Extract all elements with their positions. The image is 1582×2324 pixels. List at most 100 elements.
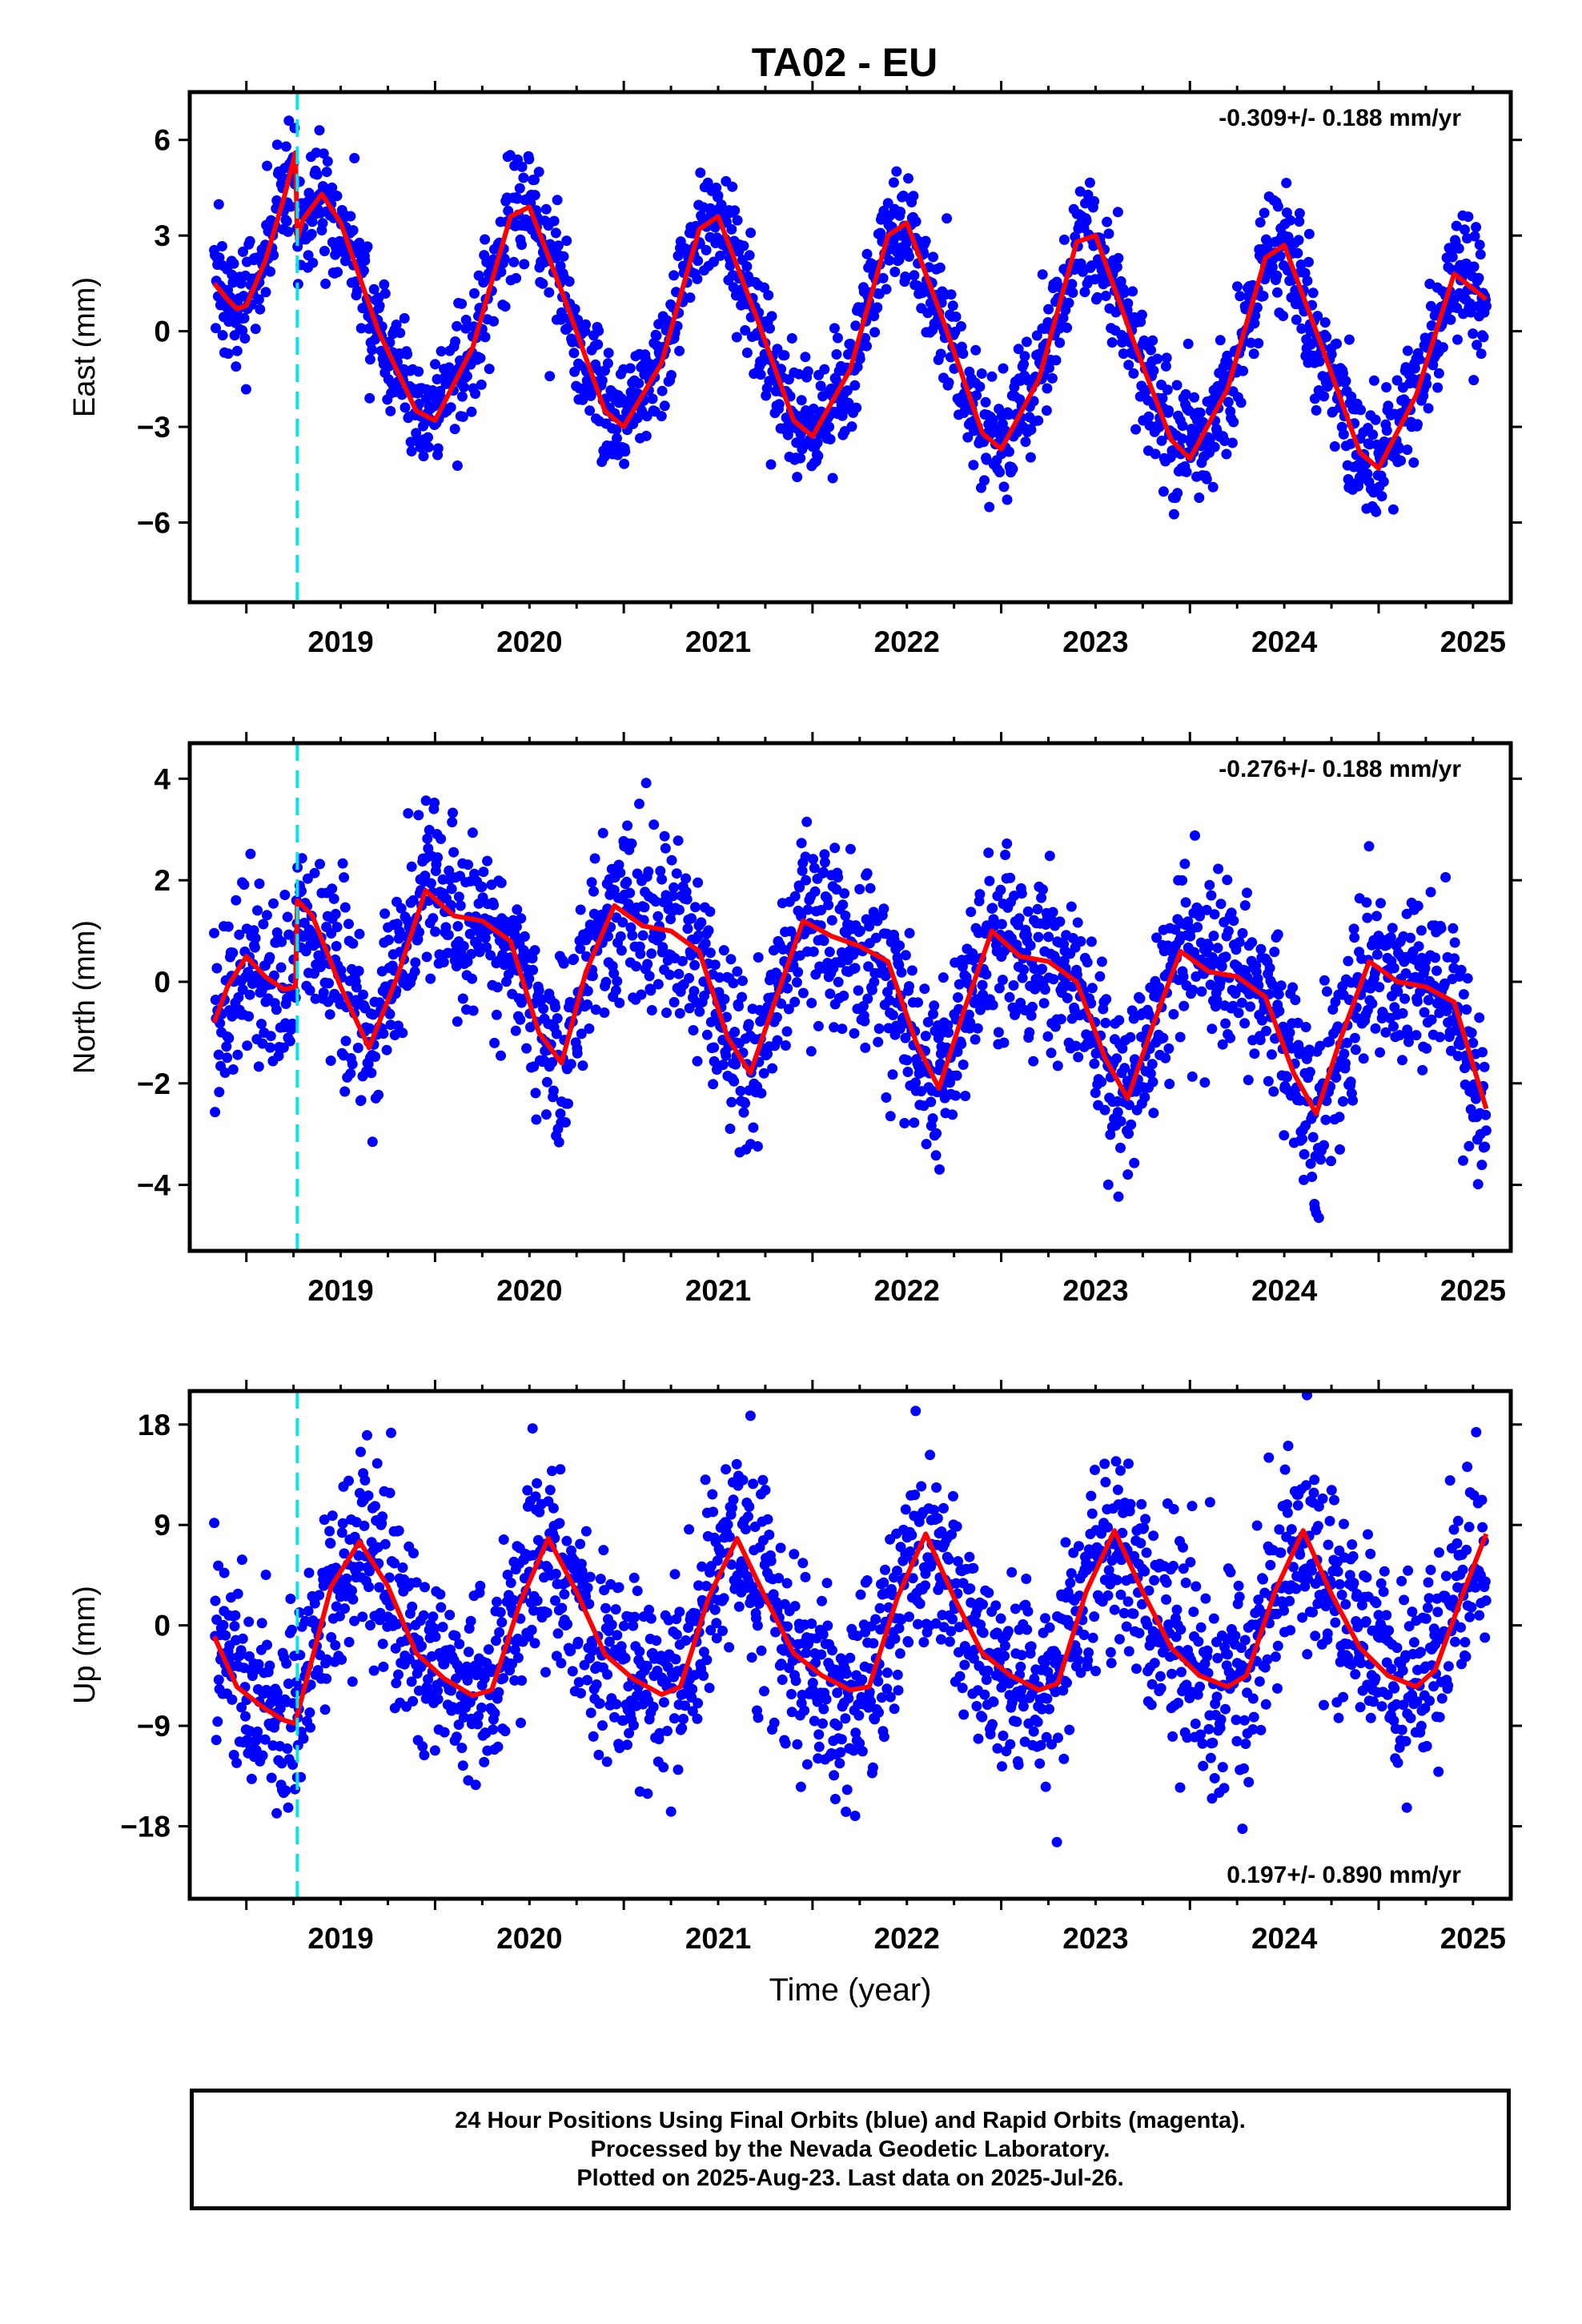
- data-point: [271, 1004, 282, 1015]
- data-point: [628, 1620, 639, 1631]
- data-point: [1190, 830, 1200, 841]
- data-point: [533, 985, 544, 996]
- data-point: [837, 1023, 848, 1035]
- data-point: [642, 1788, 653, 1799]
- data-point: [432, 1694, 444, 1705]
- data-point: [438, 957, 449, 967]
- data-point: [616, 945, 627, 956]
- data-point: [673, 835, 684, 846]
- data-point: [452, 320, 463, 332]
- data-point: [1255, 217, 1266, 228]
- data-point: [673, 1764, 684, 1775]
- data-point: [443, 929, 454, 940]
- data-point: [1394, 1030, 1405, 1041]
- data-point: [1447, 923, 1459, 934]
- data-point: [453, 1719, 464, 1731]
- data-point: [646, 948, 657, 959]
- data-point: [737, 975, 748, 987]
- data-point: [466, 948, 477, 959]
- data-point: [922, 1016, 934, 1027]
- data-point: [1239, 1018, 1251, 1029]
- data-point: [282, 1743, 293, 1754]
- data-point: [1349, 932, 1360, 943]
- data-point: [432, 852, 444, 863]
- data-point: [802, 904, 813, 915]
- data-point: [252, 905, 263, 916]
- data-point: [984, 875, 995, 887]
- data-point: [262, 1639, 272, 1651]
- data-point: [1125, 1031, 1136, 1043]
- data-point: [1412, 419, 1423, 430]
- data-point: [1258, 291, 1269, 302]
- data-point: [449, 424, 460, 435]
- data-point: [1243, 1075, 1254, 1086]
- data-point: [587, 1645, 598, 1656]
- data-point: [363, 1490, 374, 1502]
- data-point: [1123, 1100, 1134, 1111]
- data-point: [1468, 261, 1480, 272]
- data-point: [589, 853, 600, 864]
- data-point: [287, 1018, 298, 1029]
- data-point: [825, 988, 836, 999]
- data-point: [1376, 491, 1387, 502]
- data-point: [306, 228, 317, 239]
- data-point: [1321, 1096, 1332, 1107]
- data-point: [519, 931, 530, 942]
- data-point: [1066, 901, 1077, 912]
- data-point: [952, 1046, 963, 1057]
- data-point: [244, 235, 255, 247]
- data-point: [435, 385, 446, 396]
- data-point: [999, 946, 1010, 957]
- data-point: [1129, 1157, 1140, 1168]
- data-point: [352, 1043, 363, 1053]
- data-point: [488, 1724, 499, 1735]
- data-point: [628, 1719, 639, 1731]
- data-point: [813, 450, 824, 461]
- data-point: [362, 241, 373, 252]
- data-point: [425, 878, 436, 889]
- data-point: [1163, 405, 1174, 416]
- data-point: [561, 235, 572, 247]
- data-point: [1297, 1133, 1308, 1144]
- north-x-axis: 2019 2020 2021 2022 2023 2024 2025: [245, 732, 1506, 1307]
- data-point: [550, 1002, 560, 1013]
- data-point: [808, 854, 819, 865]
- data-point: [291, 1677, 302, 1688]
- data-point: [488, 316, 500, 327]
- data-point: [926, 1096, 937, 1108]
- data-point: [866, 259, 877, 270]
- data-point: [1100, 291, 1111, 301]
- data-point: [624, 363, 636, 374]
- data-point: [244, 989, 255, 1000]
- data-point: [1281, 178, 1292, 188]
- data-point: [531, 1114, 542, 1125]
- data-point: [593, 1749, 604, 1760]
- data-point: [668, 891, 679, 902]
- data-point: [318, 987, 329, 998]
- data-point: [228, 258, 239, 269]
- data-point: [408, 895, 419, 906]
- data-point: [731, 1458, 742, 1470]
- data-point: [413, 366, 424, 377]
- data-point: [337, 858, 348, 869]
- data-point: [1282, 1072, 1292, 1083]
- data-point: [1211, 995, 1223, 1006]
- data-point: [457, 993, 468, 1004]
- data-point: [480, 932, 491, 943]
- data-point: [544, 1485, 556, 1496]
- data-point: [1127, 286, 1138, 297]
- data-point: [428, 1611, 439, 1622]
- data-point: [391, 1678, 402, 1689]
- data-point: [1468, 328, 1479, 340]
- data-point: [406, 1676, 417, 1687]
- data-point: [726, 1096, 737, 1108]
- data-point: [1033, 415, 1044, 426]
- data-point: [423, 843, 434, 854]
- data-point: [496, 1050, 506, 1061]
- data-point: [529, 175, 540, 186]
- data-point: [707, 1489, 718, 1500]
- data-point: [217, 330, 228, 341]
- data-point: [1067, 287, 1078, 298]
- data-point: [311, 169, 323, 180]
- data-point: [1435, 923, 1447, 934]
